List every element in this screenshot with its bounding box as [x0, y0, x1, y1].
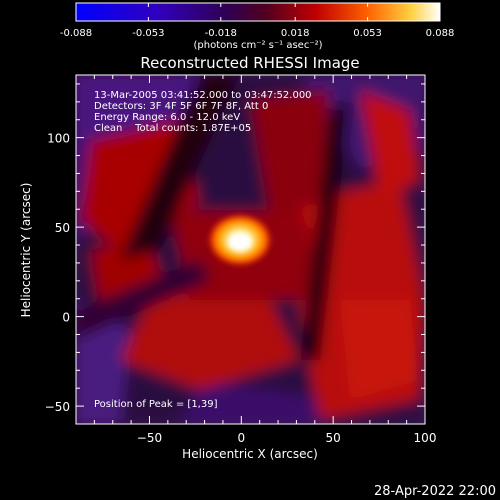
colorbar-tick-label: -0.053	[132, 28, 164, 39]
annotation-energy-range: Energy Range: 6.0 - 12.0 keV	[94, 112, 240, 123]
x-axis-label: Heliocentric X (arcsec)	[182, 447, 318, 461]
colorbar-tick-label: 0.018	[281, 28, 310, 39]
y-axis-label: Heliocentric Y (arcsec)	[19, 183, 33, 318]
y-tick-label: 0	[62, 311, 70, 325]
annotation-detectors: Detectors: 3F 4F 5F 6F 7F 8F, Att 0	[94, 101, 268, 112]
colorbar-units-label: (photons cm⁻² s⁻¹ asec⁻²)	[193, 40, 322, 51]
colorbar-ticks: -0.088 -0.053 -0.018 0.018 0.053 0.088	[60, 3, 454, 39]
annotation-clean-counts: Clean Total counts: 1.87E+05	[94, 123, 251, 134]
footer-date: 28-Apr-2022 22:00	[374, 484, 496, 499]
chart-title: Reconstructed RHESSI Image	[140, 54, 359, 72]
colorbar-tick-label: -0.018	[205, 28, 237, 39]
x-tick-label: −50	[137, 431, 162, 445]
x-tick-label: 100	[414, 431, 437, 445]
plot-frame	[75, 74, 426, 425]
axis-ticks: −50 0 50 100 −50 0 50 100	[45, 75, 437, 445]
x-tick-label: 50	[326, 431, 341, 445]
y-tick-label: −50	[45, 400, 70, 414]
colorbar-tick-label: -0.088	[60, 28, 92, 39]
colorbar-tick-label: 0.088	[426, 28, 455, 39]
y-tick-label: 50	[55, 221, 70, 235]
colorbar	[75, 2, 441, 22]
annotation-time-range: 13-Mar-2005 03:41:52.000 to 03:47:52.000	[94, 90, 312, 101]
y-tick-label: 100	[47, 132, 70, 146]
x-tick-label: 0	[237, 431, 245, 445]
annotation-peak-position: Position of Peak = [1,39]	[94, 399, 218, 410]
heatmap-image	[76, 75, 425, 424]
colorbar-tick-label: 0.053	[353, 28, 382, 39]
